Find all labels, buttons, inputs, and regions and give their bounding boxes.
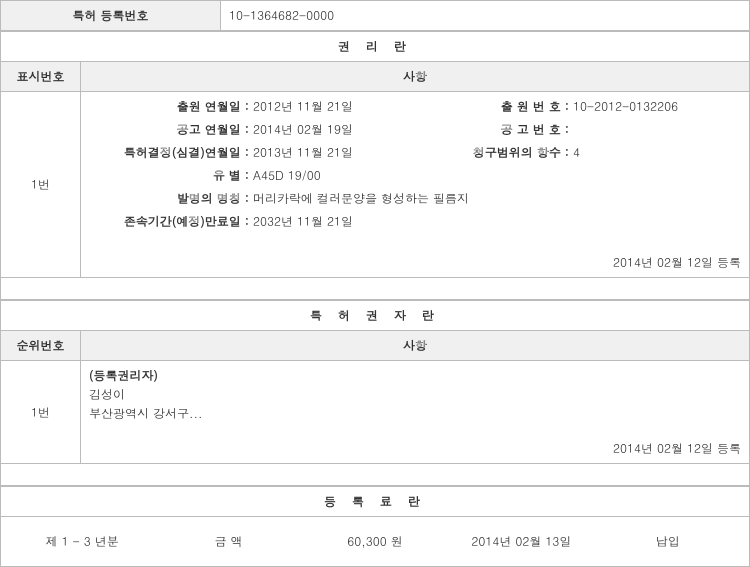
dec-date-value: 2013년 11월 21일	[253, 144, 353, 161]
holder-label: (등록권리자)	[89, 367, 741, 384]
holder-addr: 부산광역시 강서구...	[89, 403, 741, 422]
expiry-label: 존속기간(예정)만료일 :	[89, 213, 249, 230]
app-date-label: 출원 연월일 :	[89, 98, 249, 115]
invention-title-value: 머리카락에 컬러문양을 형성하는 필름지	[253, 190, 469, 207]
holder-section-table: 특 허 권 자 란 순위번호 사항 1번 (등록권리자) 김성이 부산광역시 강…	[0, 300, 750, 486]
class-label: 유 별 :	[89, 167, 249, 184]
rights-col-index: 표시번호	[1, 62, 81, 92]
pub-date-label: 공고 연월일 :	[89, 121, 249, 138]
holder-name: 김성이	[89, 384, 741, 403]
expiry-value: 2032년 11월 21일	[253, 213, 353, 230]
holder-row-index: 1번	[1, 361, 81, 464]
fee-section-table: 등 록 료 란 제 1 - 3 년분 금 액 60,300 원 2014년 02…	[0, 486, 750, 567]
rights-reg-date-footer: 2014년 02월 12일 등록	[89, 236, 741, 271]
fee-status: 납입	[595, 533, 741, 550]
fee-row: 제 1 - 3 년분 금 액 60,300 원 2014년 02월 13일 납입	[1, 517, 750, 567]
rights-col-detail: 사항	[81, 62, 750, 92]
holder-reg-date-footer: 2014년 02월 12일 등록	[89, 422, 741, 457]
fee-amount-label: 금 액	[155, 533, 301, 550]
reg-no-value: 10-1364682-0000	[221, 1, 750, 31]
claims-label: 청구범위의 항수 :	[449, 144, 569, 161]
spacer-row	[1, 278, 750, 300]
pub-no-label: 공 고 번 호 :	[449, 121, 569, 138]
rights-row-index: 1번	[1, 92, 81, 278]
reg-no-table: 특허 등록번호 10-1364682-0000	[0, 0, 750, 31]
reg-no-label: 특허 등록번호	[1, 1, 221, 31]
invention-title-label: 발명의 명칭 :	[89, 190, 249, 207]
app-date-value: 2012년 11월 21일	[253, 98, 353, 115]
fee-pay-date: 2014년 02월 13일	[448, 533, 594, 550]
app-no-label: 출 원 번 호 :	[449, 98, 569, 115]
fee-period: 제 1 - 3 년분	[9, 533, 155, 550]
fee-amount-value: 60,300 원	[302, 533, 448, 550]
rights-row-detail: 출원 연월일 : 2012년 11월 21일 출 원 번 호 : 10-2012…	[81, 92, 750, 278]
holder-row-detail: (등록권리자) 김성이 부산광역시 강서구... 2014년 02월 12일 등…	[81, 361, 750, 464]
holder-section-title: 특 허 권 자 란	[1, 301, 750, 331]
rights-section-title: 권 리 란	[1, 32, 750, 62]
fee-section-title: 등 록 료 란	[1, 487, 750, 517]
app-no-value: 10-2012-0132206	[573, 98, 678, 115]
rights-section-table: 권 리 란 표시번호 사항 1번 출원 연월일 : 2012년 11월 21일 …	[0, 31, 750, 300]
holder-col-detail: 사항	[81, 331, 750, 361]
spacer-row	[1, 464, 750, 486]
claims-value: 4	[573, 144, 580, 161]
dec-date-label: 특허결정(심결)연월일 :	[89, 144, 249, 161]
class-value: A45D 19/00	[253, 167, 321, 184]
holder-col-index: 순위번호	[1, 331, 81, 361]
pub-date-value: 2014년 02월 19일	[253, 121, 353, 138]
